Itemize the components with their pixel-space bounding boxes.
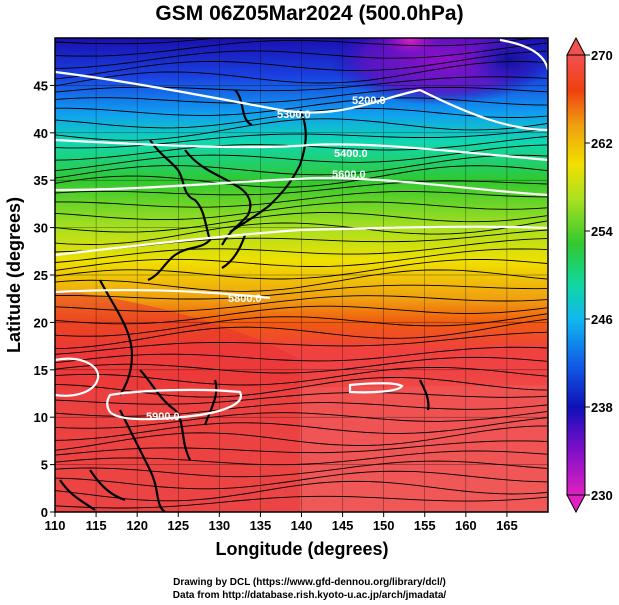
y-tick-label: 45 — [34, 78, 48, 93]
x-tick-label: 115 — [86, 518, 107, 533]
y-tick-label: 20 — [34, 315, 48, 330]
x-tick-label: 125 — [167, 518, 189, 533]
colorbar-fill — [566, 54, 586, 496]
coastlines — [59, 89, 430, 512]
x-tick-label: 165 — [496, 518, 518, 533]
colorbar-tick-label: 262 — [591, 136, 613, 151]
contour-label-5400: 5400.0 — [334, 148, 368, 160]
x-tick-label: 140 — [291, 518, 313, 533]
contour-label-5200: 5200.0 — [352, 95, 386, 107]
colorbar-bottom-arrow — [566, 494, 586, 514]
x-axis-label: Longitude (degrees) — [215, 539, 388, 559]
y-tick-label: 15 — [34, 363, 48, 378]
colorbar: 230 238 246 254 262 270 — [566, 36, 613, 514]
x-tick-label: 160 — [455, 518, 477, 533]
contour-label-5900: 5900.0 — [146, 411, 180, 423]
colorbar-tick-label: 270 — [591, 48, 613, 63]
credit-data: Data from http://database.rish.kyoto-u.a… — [172, 590, 447, 601]
x-tick-label: 150 — [373, 518, 395, 533]
credit-drawing: Drawing by DCL (https://www.gfd-dennou.o… — [173, 577, 446, 588]
y-tick-label: 0 — [41, 505, 48, 520]
colorbar-tick-label: 238 — [591, 400, 613, 415]
contour-label-5800: 5800.0 — [228, 293, 262, 305]
red-region-west — [55, 290, 300, 512]
y-tick-label: 35 — [34, 173, 48, 188]
y-tick-label: 10 — [34, 410, 48, 425]
magenta-core — [380, 38, 440, 56]
y-tick-label: 30 — [34, 221, 48, 236]
y-tick-label: 40 — [34, 126, 48, 141]
contour-label-5600: 5600.0 — [332, 169, 366, 181]
contour-label-5300: 5300.0 — [277, 109, 311, 121]
grid-lines — [55, 38, 548, 512]
y-tick-label: 5 — [41, 458, 48, 473]
colorbar-tick-label: 230 — [591, 488, 613, 503]
y-tick-label: 25 — [34, 268, 48, 283]
contour-lines — [55, 38, 548, 421]
colorbar-tick-label: 246 — [591, 312, 613, 327]
map-title: GSM 06Z05Mar2024 (500.0hPa) — [155, 2, 464, 25]
x-axis: 110 115 120 125 130 135 140 145 150 155 160 165 — [45, 512, 518, 533]
x-tick-label: 135 — [250, 518, 272, 533]
x-tick-label: 120 — [126, 518, 148, 533]
y-axis-label: Latitude (degrees) — [4, 197, 24, 353]
x-tick-label: 145 — [332, 518, 354, 533]
x-tick-label: 155 — [414, 518, 436, 533]
contour-labels: 5200.0 5300.0 5400.0 5600.0 5800.0 5900.… — [146, 95, 386, 423]
colorbar-tick-label: 254 — [591, 224, 613, 239]
y-axis: 0 5 10 15 20 25 30 35 40 45 — [34, 78, 55, 520]
colorbar-top-arrow — [566, 36, 586, 56]
x-tick-label: 110 — [45, 518, 66, 533]
x-tick-label: 130 — [208, 518, 230, 533]
